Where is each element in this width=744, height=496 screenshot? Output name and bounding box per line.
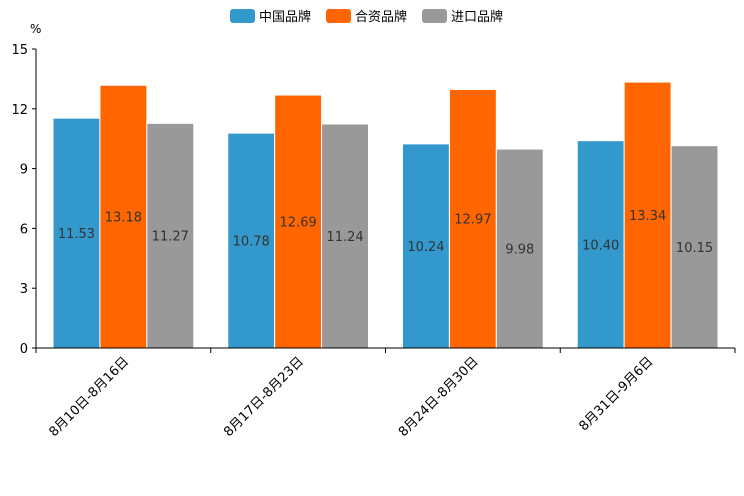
bar-value-label: 13.34	[629, 209, 666, 224]
legend-item[interactable]: 合资品牌	[326, 9, 407, 25]
y-axis-unit-label: %	[30, 22, 41, 36]
x-category-label: 8月31日-9月6日	[577, 354, 657, 434]
bar-value-label: 11.24	[326, 230, 363, 245]
bar-value-label: 9.98	[505, 243, 534, 258]
bar	[274, 94, 323, 349]
legend-swatch	[422, 9, 447, 23]
bar-value-label: 10.15	[676, 241, 713, 256]
y-tick-label: 6	[20, 222, 28, 237]
x-axis: 8月10日-8月16日 8月17日-8月23日 8月24日-8月30日 8月31日-9…	[35, 347, 736, 440]
bar	[576, 140, 625, 349]
legend: 中国品牌 合资品牌 进口品牌	[230, 9, 503, 25]
y-tick-label: 9	[20, 163, 28, 178]
bar	[402, 143, 450, 349]
bar-value-label: 13.18	[105, 211, 142, 226]
bar	[99, 84, 148, 349]
legend-item[interactable]: 中国品牌	[230, 9, 311, 25]
bar-value-label: 12.69	[280, 216, 317, 231]
bar-value-label: 12.97	[454, 213, 491, 228]
x-category-label: 8月24日-8月30日	[396, 354, 482, 440]
x-category-label: 8月17日-8月23日	[221, 354, 307, 440]
bar-value-label: 11.53	[58, 227, 95, 242]
legend-label: 进口品牌	[451, 9, 503, 25]
bar-value-label: 10.78	[233, 235, 270, 250]
y-tick-label: 3	[20, 282, 28, 297]
bars: 11.53 10.78 10.24 10.40 13.18 12.69 12.97 13.34…	[52, 81, 719, 349]
legend-swatch	[230, 9, 255, 23]
y-axis: 0 3 6 9 12 15	[11, 43, 37, 357]
legend-label: 中国品牌	[259, 9, 311, 25]
legend-swatch	[326, 9, 351, 23]
y-tick-label: 12	[11, 103, 28, 118]
bar-value-label: 10.40	[582, 238, 619, 253]
bar	[495, 148, 544, 349]
bar	[227, 132, 276, 349]
x-category-label: 8月10日-8月16日	[46, 354, 132, 440]
bar-value-label: 10.24	[407, 240, 444, 255]
y-tick-label: 0	[20, 342, 28, 357]
y-tick-label: 15	[11, 43, 28, 58]
bar-value-label: 11.27	[152, 230, 189, 245]
legend-label: 合资品牌	[355, 9, 407, 25]
legend-item[interactable]: 进口品牌	[422, 9, 503, 25]
bar	[321, 123, 370, 349]
bar	[670, 145, 719, 349]
